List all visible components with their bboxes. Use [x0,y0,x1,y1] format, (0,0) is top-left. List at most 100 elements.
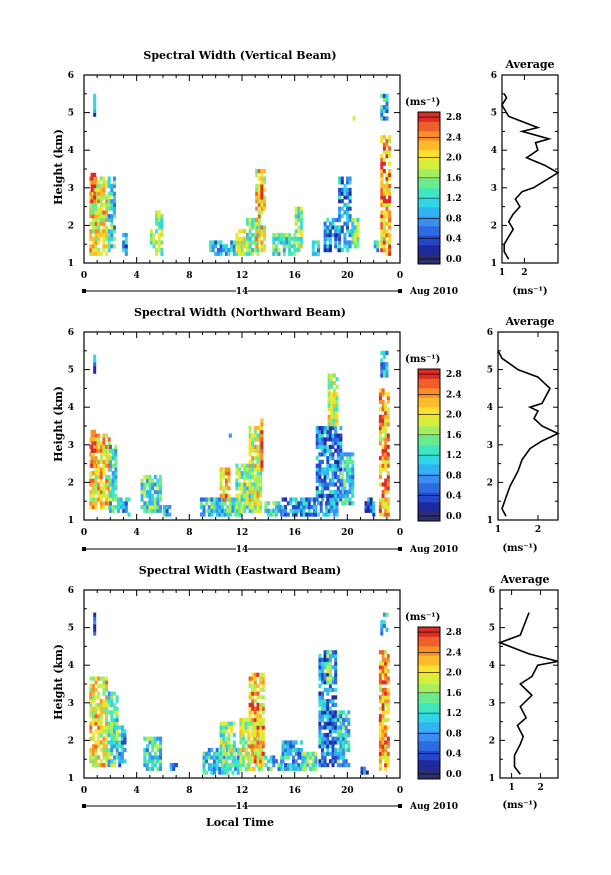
heatmap-cell [330,422,334,427]
heatmap-cell [151,508,155,513]
heatmap-cell [238,497,241,502]
heatmap-cell [326,706,330,711]
heatmap-cell [315,471,319,476]
heatmap-cell [261,725,265,730]
heatmap-cell [344,747,348,753]
heatmap-cell [380,373,384,378]
heatmap-cell [89,210,93,215]
heatmap-cell [347,740,351,745]
heatmap-cell [321,441,324,446]
heatmap-cell [324,508,328,513]
day-axis: 14 [82,286,402,297]
heatmap-cell [90,448,94,453]
heatmap-cell [330,399,334,404]
heatmap-cell [336,441,340,446]
heatmap-cell [219,740,223,745]
heatmap-cell [110,710,114,715]
heatmap-cell [227,486,231,491]
heatmap-cell [91,501,95,506]
heatmap-cell [105,244,109,249]
heatmap-cell [260,176,264,181]
colorbar-tick-label: 2.8 [446,113,462,123]
heatmap-cell [347,747,351,753]
heatmap-cell [122,505,126,510]
heatmap-cell [289,763,293,768]
heatmap-cell [105,232,109,238]
heatmap-cell [380,93,384,98]
heatmap-cell [256,248,260,253]
heatmap-cell [240,505,244,510]
heatmap-cell [334,714,338,719]
day-axis-end [82,547,86,551]
heatmap-cell [105,463,109,468]
heatmap-cell [347,717,351,722]
heatmap-cell [334,725,338,730]
heatmap-cell [351,467,355,472]
heatmap-cell [222,493,226,498]
heatmap-cell [94,751,98,756]
heatmap-cell [240,486,244,491]
heatmap-cell [232,251,236,256]
heatmap-cell [343,501,347,506]
heatmap-cell [145,751,149,756]
heatmap-cell [318,763,322,768]
heatmap-cell [351,493,355,498]
heatmap-cell [151,763,155,768]
heatmap-cell [261,702,265,707]
heatmap-cell [315,497,319,502]
heatmap-cell [240,497,244,502]
heatmap-cell [156,766,160,771]
heatmap-cell [334,482,338,487]
heatmap-cell [331,665,335,670]
heatmap-cell [339,433,343,438]
heatmap-cell [115,747,119,753]
heatmap-cell [248,680,252,685]
heatmap-cell [388,135,392,140]
heatmap-cell [261,680,265,685]
heatmap-cell [314,240,318,245]
heatmap-cell [339,448,343,453]
heatmap-cell [202,508,206,513]
heatmap-cell [331,471,335,476]
colorbar-tick-label: 2.4 [446,133,462,143]
heatmap-cell [94,225,98,230]
heatmap-cell [327,407,331,412]
heatmap-cell [339,444,343,449]
heatmap-cell [301,751,305,756]
heatmap-cell [116,501,120,506]
heatmap-cell [260,418,264,423]
heatmap-cell [113,180,116,185]
heatmap-cell [381,661,385,666]
heatmap-cell [382,202,386,207]
heatmap-cell [115,732,119,738]
heatmap-cell [385,116,389,121]
heatmap-cell [248,740,252,745]
heatmap-cell [105,199,109,204]
heatmap-cell [318,653,322,659]
heatmap-cell [256,717,260,722]
heatmap-cell [218,508,222,513]
heatmap-cell [97,210,101,215]
x-tick-label: 4 [134,786,140,796]
heatmap-cell [97,740,101,745]
heatmap-cell [99,448,103,453]
heatmap-cell [378,759,382,764]
heatmap-cell [286,512,290,517]
heatmap-cell [381,444,385,449]
heatmap-cell [94,187,98,192]
heatmap-cell [334,740,338,745]
heatmap-cell [288,248,292,253]
heatmap-cell [113,244,116,249]
heatmap-cell [243,463,247,468]
heatmap-cell [109,459,112,464]
heatmap-cell [261,687,265,692]
heatmap-cell [343,482,347,487]
colorbar: 2.82.42.01.61.20.80.40.0 [417,111,462,265]
heatmap-cell [294,210,298,215]
heatmap-cell [110,740,114,745]
heatmap-cell [330,418,334,423]
heatmap-cell [165,505,169,510]
heatmap-cell [256,467,260,472]
heatmap-cell [331,744,335,749]
